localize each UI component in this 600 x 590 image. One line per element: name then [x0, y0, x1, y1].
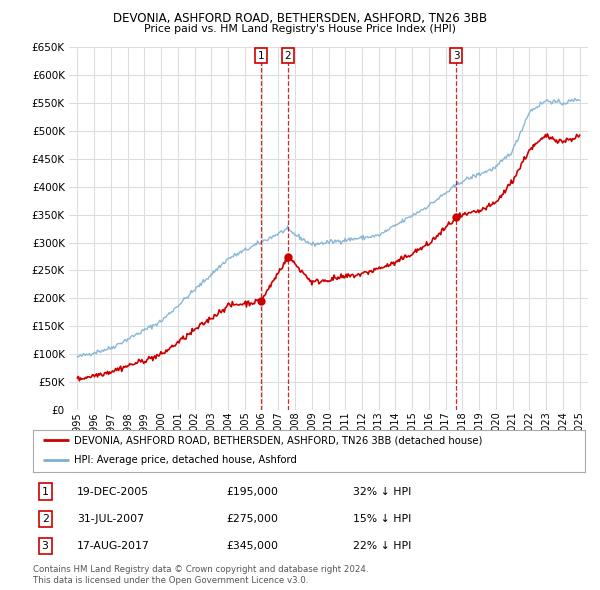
Text: 19-DEC-2005: 19-DEC-2005 — [77, 487, 149, 497]
Text: £275,000: £275,000 — [226, 514, 278, 524]
Text: £345,000: £345,000 — [226, 541, 278, 551]
Text: 17-AUG-2017: 17-AUG-2017 — [77, 541, 150, 551]
Text: This data is licensed under the Open Government Licence v3.0.: This data is licensed under the Open Gov… — [33, 576, 308, 585]
Text: Contains HM Land Registry data © Crown copyright and database right 2024.: Contains HM Land Registry data © Crown c… — [33, 565, 368, 574]
Text: 15% ↓ HPI: 15% ↓ HPI — [353, 514, 412, 524]
Text: 2: 2 — [284, 51, 291, 61]
Text: 2: 2 — [42, 514, 49, 524]
Text: DEVONIA, ASHFORD ROAD, BETHERSDEN, ASHFORD, TN26 3BB: DEVONIA, ASHFORD ROAD, BETHERSDEN, ASHFO… — [113, 12, 487, 25]
Text: 31-JUL-2007: 31-JUL-2007 — [77, 514, 144, 524]
Text: 32% ↓ HPI: 32% ↓ HPI — [353, 487, 412, 497]
Text: HPI: Average price, detached house, Ashford: HPI: Average price, detached house, Ashf… — [74, 455, 297, 465]
Text: 1: 1 — [42, 487, 49, 497]
Text: 1: 1 — [258, 51, 265, 61]
Text: Price paid vs. HM Land Registry's House Price Index (HPI): Price paid vs. HM Land Registry's House … — [144, 24, 456, 34]
Text: £195,000: £195,000 — [226, 487, 278, 497]
Text: 3: 3 — [42, 541, 49, 551]
Text: DEVONIA, ASHFORD ROAD, BETHERSDEN, ASHFORD, TN26 3BB (detached house): DEVONIA, ASHFORD ROAD, BETHERSDEN, ASHFO… — [74, 435, 483, 445]
Text: 3: 3 — [453, 51, 460, 61]
Text: 22% ↓ HPI: 22% ↓ HPI — [353, 541, 412, 551]
